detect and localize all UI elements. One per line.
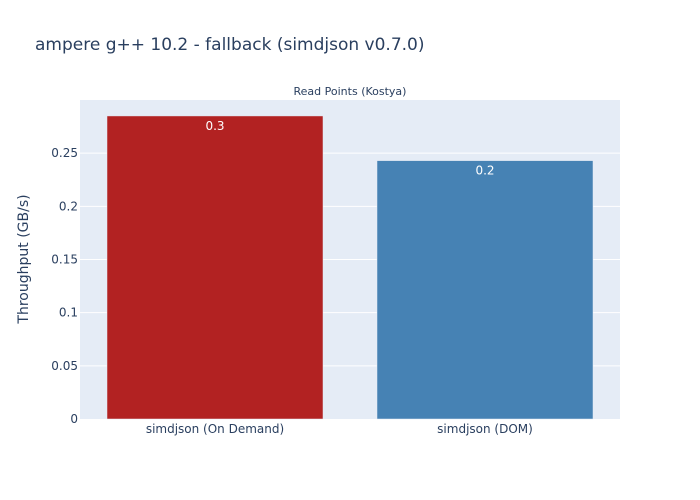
- y-tick-label: 0.15: [51, 253, 78, 267]
- x-tick-label: simdjson (DOM): [437, 422, 533, 436]
- bar-data-label: 0.2: [475, 164, 494, 178]
- bar: [376, 160, 594, 420]
- y-tick-label: 0.05: [51, 359, 78, 373]
- bar: [106, 115, 324, 420]
- y-tick-label: 0.2: [59, 199, 78, 213]
- y-tick-label: 0.25: [51, 146, 78, 160]
- y-tick-label: 0.1: [59, 306, 78, 320]
- y-axis-label: Throughput (GB/s): [16, 194, 32, 324]
- chart-title: ampere g++ 10.2 - fallback (simdjson v0.…: [35, 35, 425, 55]
- y-axis-ticks: 0 0.05 0.1 0.15 0.2 0.25: [51, 146, 78, 426]
- x-axis-ticks: simdjson (On Demand) simdjson (DOM): [146, 422, 533, 436]
- bar-data-label: 0.3: [205, 119, 224, 133]
- x-tick-label: simdjson (On Demand): [146, 422, 284, 436]
- y-tick-label: 0: [70, 412, 78, 426]
- chart-subtitle: Read Points (Kostya): [294, 85, 407, 98]
- bars: 0.3 0.2: [106, 115, 594, 420]
